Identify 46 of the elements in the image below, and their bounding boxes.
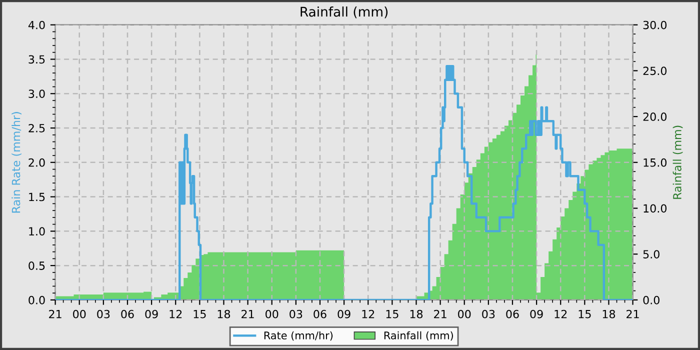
y-tick-label: 4.0 xyxy=(28,20,45,30)
x-tick-label: 09 xyxy=(145,310,158,318)
x-tick-label: 00 xyxy=(458,310,471,318)
y-tick-label: 3.5 xyxy=(28,55,45,64)
y2-tick-label: 15.0 xyxy=(644,158,667,167)
x-tick-label: 15 xyxy=(578,310,591,318)
x-tick-label: 18 xyxy=(218,310,230,318)
y-tick-label: 2.5 xyxy=(28,124,45,132)
y-tick-label: 0.5 xyxy=(28,262,45,270)
legend-label: Rate (mm/hr) xyxy=(264,331,333,341)
legend-label: Rainfall (mm) xyxy=(384,331,453,341)
y-tick-label: 2.0 xyxy=(28,158,45,167)
x-tick-label: 21 xyxy=(434,310,446,318)
y2-tick-label: 10.0 xyxy=(644,204,667,213)
y-tick-label: 1.0 xyxy=(29,227,45,236)
x-tick-label: 03 xyxy=(97,310,110,318)
x-tick-label: 15 xyxy=(386,310,398,318)
y-tick-label: 3.0 xyxy=(28,90,45,98)
x-tick-label: 12 xyxy=(362,310,374,318)
y2-tick-label: 25.0 xyxy=(643,66,667,76)
y2-tick-label: 5.0 xyxy=(643,250,660,258)
chart-title: Rainfall (mm) xyxy=(300,6,388,18)
x-tick-label: 18 xyxy=(410,310,423,318)
y-tick-label: 1.5 xyxy=(29,192,45,202)
x-tick-label: 03 xyxy=(290,310,302,318)
y-axis-title: Rain Rate (mm/hr) xyxy=(12,112,22,213)
x-tick-label: 09 xyxy=(338,310,350,318)
x-tick-label: 00 xyxy=(73,310,86,318)
x-tick-label: 00 xyxy=(266,310,278,318)
x-tick-label: 15 xyxy=(194,310,206,318)
x-tick-label: 18 xyxy=(602,310,616,318)
x-tick-label: 21 xyxy=(49,310,62,318)
y2-axis-title: Rainfall (mm) xyxy=(672,126,683,199)
x-tick-label: 06 xyxy=(314,310,326,318)
x-tick-label: 12 xyxy=(554,310,567,318)
x-tick-label: 06 xyxy=(506,310,519,318)
x-tick-label: 03 xyxy=(482,310,495,318)
x-tick-label: 09 xyxy=(530,310,543,318)
x-tick-label: 06 xyxy=(121,310,134,318)
y2-tick-label: 0.0 xyxy=(643,296,660,304)
x-tick-label: 21 xyxy=(242,310,254,318)
y2-tick-label: 20.0 xyxy=(643,112,667,121)
y2-tick-label: 30.0 xyxy=(643,20,667,30)
x-tick-label: 21 xyxy=(626,310,639,318)
y-tick-label: 0.0 xyxy=(28,296,45,304)
x-tick-label: 12 xyxy=(170,310,182,318)
